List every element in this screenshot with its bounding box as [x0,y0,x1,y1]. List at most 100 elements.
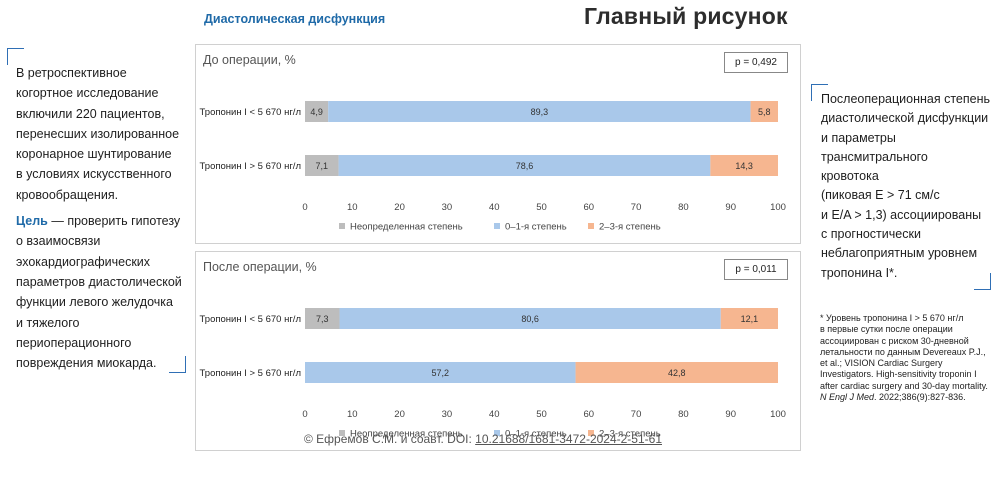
x-tick-label: 60 [584,202,595,213]
text-line: с прогностически [821,227,921,242]
x-tick-label: 30 [442,409,453,420]
category-label: Тропонин I > 5 670 нг/л [200,161,301,172]
text-line: В ретроспективное [16,66,127,80]
legend-swatch [588,223,594,229]
x-tick-label: 0 [302,409,307,420]
data-label: 42,8 [668,368,686,378]
bar-segment [750,101,778,122]
data-label: 57,2 [432,368,450,378]
footnote-line: летальности по данным Devereaux P.J., [820,346,986,357]
footnote-line: after cardiac surgery and 30-day mortali… [820,380,988,391]
doi-link[interactable]: 10.21688/1681-3472-2024-2-51-61 [475,432,662,446]
corner-bracket-top-left [7,48,24,65]
left-description: В ретроспективное когортное исследование в… [16,63,186,373]
legend-swatch [494,223,500,229]
footnote: * Уровень тропонина I > 5 670 нг/л в перв… [820,313,1000,403]
footnote-citation-rest: . 2022;386(9):827-836. [874,392,966,403]
text-line: и тяжелого [16,315,80,330]
goal-first-line: Цель — проверить гипотезу [16,211,186,231]
data-label: 5,8 [758,107,771,117]
footnote-line: в первые сутки после операции [820,324,953,335]
text-line: диастолической дисфункции [821,111,989,126]
chart-title: После операции, % [203,260,317,274]
data-label: 14,3 [735,161,753,171]
legend-label: Неопределенная степень [350,222,463,233]
stacked-bar-chart-after: Тропонин I < 5 670 нг/л 7,3 80,6 12,1 Тропон… [200,308,786,440]
text-line: трансмитрального [821,149,928,164]
footnote-line: ассоциирован с риском 30-дневной [820,335,969,346]
goal-label: Цель [16,214,48,229]
x-tick-label: 20 [394,202,405,213]
right-description: Послеоперационная степень диастолической … [821,90,999,283]
x-tick-label: 80 [678,202,689,213]
category-label: Тропонин I > 5 670 нг/л [200,368,301,379]
x-tick-label: 20 [394,409,405,420]
bar-segment [575,362,778,383]
text-line: кровообращения. [16,187,119,202]
category-label: Тропонин I < 5 670 нг/л [200,314,301,325]
chart-title: До операции, % [203,53,296,67]
text-line: функции левого желудочка [16,295,173,310]
text-line: Послеоперационная степень [821,92,991,106]
data-label: 7,3 [316,314,329,324]
text-line: и E/A > 1,3) ассоциированы [821,207,982,222]
x-tick-label: 50 [536,202,547,213]
bar-segment [305,101,329,122]
text-line: о взаимосвязи [16,234,101,249]
legend-swatch [339,223,345,229]
figure-title: Главный рисунок [584,3,788,29]
text-line: неблагоприятным уровнем [821,246,978,261]
text-line: повреждения миокарда. [16,356,157,371]
text-line: тропонина I*. [821,265,898,280]
legend-label: 2–3-я степень [599,429,661,440]
x-tick-label: 40 [489,409,500,420]
text-line: когортное исследование [16,86,159,101]
stacked-bar-chart-before: Тропонин I < 5 670 нг/л 4,9 89,3 5,8 Тропони… [200,101,786,233]
legend-label: Неопределенная степень [350,429,463,440]
corner-bracket-bottom-right-right [974,273,991,290]
corner-bracket-bottom-right [169,356,186,373]
data-label: 12,1 [741,314,759,324]
legend-label: 0–1-я степень [505,222,567,233]
x-tick-label: 90 [725,202,736,213]
bar-segment [338,155,711,176]
legend-label: 0–1-я степень [505,429,567,440]
x-tick-label: 0 [302,202,307,213]
text-line: в условиях искусственного [16,167,172,182]
figure-subtitle: Диастолическая дисфункция [204,12,386,26]
text-line: (пиковая E > 71 см/с [821,188,940,203]
x-tick-label: 80 [678,409,689,420]
text-line: параметров диастолической [16,274,182,289]
corner-bracket-top-left-right [811,84,828,101]
text-line: перенесших изолированное [16,126,180,141]
copyright-line: © Ефремов С.М. и соавт. DOI: 10.21688/16… [304,432,662,446]
text-line: и параметры [821,130,896,145]
x-tick-label: 40 [489,202,500,213]
bar-segment [710,155,778,176]
chart-panel-before-surgery: До операции, % p = 0,492 Тропонин I < 5 … [195,44,801,244]
goal-first-rest: — проверить гипотезу [47,214,181,229]
text-line: включили 220 пациентов, [16,106,165,121]
x-tick-label: 10 [347,409,358,420]
category-label: Тропонин I < 5 670 нг/л [200,107,301,118]
footnote-line: et al.; VISION Cardiac Surgery [820,358,943,369]
footnote-journal: N Engl J Med [820,392,875,403]
chart-panel-after-surgery: После операции, % p = 0,011 Тропонин I <… [195,251,801,451]
bar-segment [339,308,721,329]
legend-label: 2–3-я степень [599,222,661,233]
x-tick-label: 70 [631,409,642,420]
data-label: 78,6 [516,161,534,171]
footnote-line: * Уровень тропонина I > 5 670 нг/л [820,313,964,323]
text-line: коронарное шунтирование [16,147,172,162]
p-value-box: p = 0,011 [724,259,788,280]
text-line: кровотока [821,169,879,184]
data-label: 89,3 [531,107,549,117]
data-label: 7,1 [316,161,329,171]
legend-swatch [339,430,345,436]
bar-segment [305,308,340,329]
copyright-prefix: © Ефремов С.М. и соавт. DOI: [304,432,476,446]
p-value-box: p = 0,492 [724,52,788,73]
x-tick-label: 10 [347,202,358,213]
data-label: 80,6 [521,314,539,324]
footnote-citation: N Engl J Med. 2022;386(9):827-836. [820,392,1000,403]
